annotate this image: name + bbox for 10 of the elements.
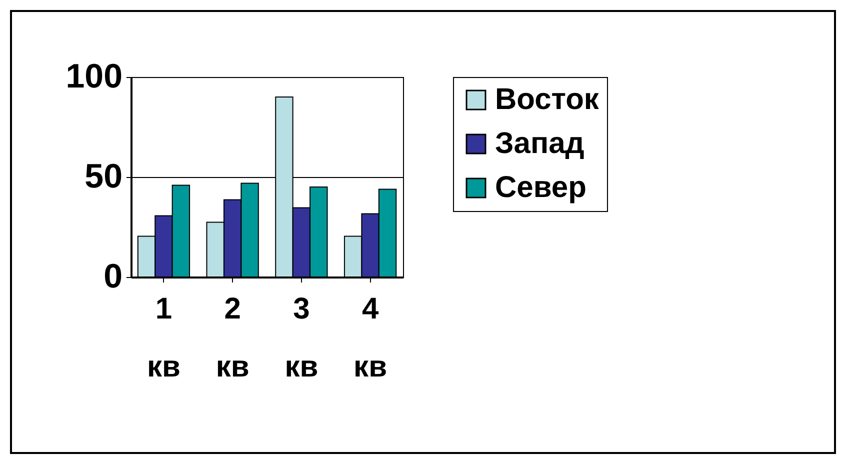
y-tick-label: 0 bbox=[104, 258, 122, 296]
legend-label: Запад bbox=[495, 127, 584, 160]
x-tick-label: 1 кв bbox=[146, 292, 180, 384]
x-tick-label: 4 кв bbox=[354, 292, 388, 384]
y-tick-label: 50 bbox=[84, 158, 122, 196]
y-tick-label: 100 bbox=[66, 58, 122, 96]
x-tick-label: 2 кв bbox=[216, 292, 250, 384]
legend-label: Север bbox=[495, 171, 586, 204]
legend-label: Восток bbox=[495, 83, 600, 116]
x-tick-label: 3 кв bbox=[284, 292, 318, 384]
